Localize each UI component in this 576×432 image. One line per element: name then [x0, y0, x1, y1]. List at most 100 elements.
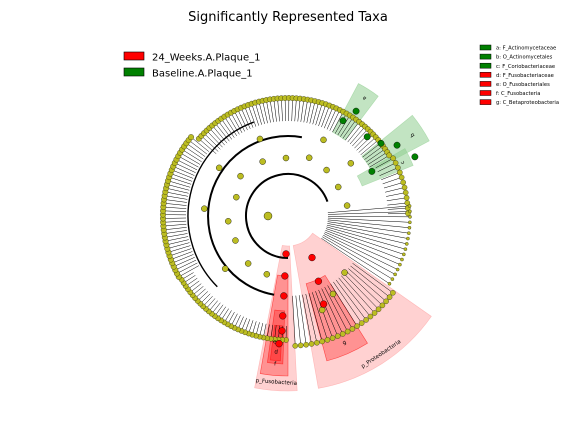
branch: [277, 98, 280, 122]
branch: [350, 265, 390, 298]
branch: [306, 100, 312, 123]
taxa-legend-label-g: g: C_Betaproteobacteria: [496, 100, 559, 106]
legend-swatch-24-weeks: [123, 51, 145, 61]
leaf-node: [292, 343, 299, 349]
clade-label-p-fusobacteria: p_Fusobacteria: [255, 378, 297, 387]
tree-rings: [187, 121, 329, 296]
taxa-legend-label-d: d: F_Fusobacteriaceae: [496, 73, 554, 79]
branch: [203, 132, 221, 150]
branch: [188, 139, 208, 155]
internal-node: [233, 193, 240, 201]
branch: [386, 197, 407, 202]
branch: [309, 101, 316, 124]
branch: [230, 112, 243, 133]
branch: [166, 187, 189, 194]
branch: [358, 136, 376, 153]
branch: [302, 294, 312, 344]
leaf-node: [354, 323, 360, 329]
tree-nodes: [160, 95, 419, 349]
leaf-node: [407, 204, 412, 208]
taxa-legend-swatch-f: [479, 90, 492, 96]
branch: [166, 184, 190, 191]
root-node: [263, 211, 273, 221]
leaf-node: [383, 298, 389, 305]
leaf-node: [314, 339, 320, 346]
internal-node: [335, 183, 342, 191]
leaf-node: [188, 134, 194, 141]
ring-mid: [207, 135, 303, 296]
branch: [352, 128, 369, 147]
leaf-node: [390, 155, 396, 162]
branch: [360, 139, 379, 156]
leaf-node: [395, 164, 401, 171]
branch: [329, 109, 341, 131]
branch: [221, 118, 235, 138]
legend-swatch-baseline: [123, 67, 145, 77]
branch: [251, 103, 260, 126]
clade-label-b: b: [409, 131, 416, 138]
taxa-legend-label-e: e: O_Fusobacteriales: [496, 82, 550, 88]
internal-node: [256, 135, 264, 143]
leaf-node: [398, 174, 405, 181]
branch: [327, 205, 410, 213]
branch: [383, 182, 404, 189]
branch: [262, 100, 268, 124]
leaf-node: [329, 335, 336, 341]
branch: [387, 202, 408, 206]
branch: [209, 127, 225, 146]
shade-p-proteobacteria: [292, 232, 432, 389]
branch: [333, 281, 362, 324]
branch: [300, 99, 305, 122]
branch: [364, 145, 384, 160]
branch: [247, 104, 257, 127]
branch: [377, 162, 396, 172]
branch: [343, 273, 379, 310]
leaf-node: [400, 257, 404, 262]
branch: [326, 108, 337, 130]
branch: [322, 236, 393, 280]
branch: [173, 257, 195, 267]
leaf-node: [398, 262, 402, 267]
internal-node: [314, 277, 323, 285]
taxa-legend-label-c: c: F_Coriobacteriaceae: [496, 64, 555, 70]
leaf-node: [402, 252, 406, 257]
branch: [255, 102, 262, 125]
internal-node: [237, 172, 244, 180]
internal-node: [221, 265, 229, 272]
branch: [240, 107, 251, 129]
branch: [190, 136, 210, 152]
branch: [352, 263, 394, 293]
leaf-node: [363, 317, 369, 323]
internal-node: [232, 237, 239, 244]
clade-label-a: a: [362, 94, 368, 101]
branch: [167, 242, 190, 249]
branch: [163, 220, 187, 223]
legend-label-baseline: Baseline.A.Plaque_1: [152, 69, 253, 80]
branch: [163, 227, 187, 231]
branch: [326, 224, 407, 245]
branch: [323, 106, 334, 129]
leaf-node: [393, 272, 397, 277]
branch: [345, 270, 383, 306]
branch: [184, 146, 204, 160]
branch: [303, 99, 308, 123]
branch: [318, 104, 327, 127]
branch: [338, 277, 371, 317]
branch: [381, 172, 400, 180]
internal-node: [308, 253, 316, 262]
leaf-node: [303, 341, 309, 348]
branch: [295, 295, 301, 346]
internal-node: [281, 272, 289, 280]
internal-node: [278, 327, 286, 335]
branch: [170, 173, 193, 182]
internal-node: [323, 166, 330, 174]
branch: [332, 111, 344, 133]
branch: [362, 142, 381, 158]
internal-node: [319, 300, 328, 308]
branch: [186, 142, 206, 157]
branch: [170, 251, 193, 260]
leaf-node: [386, 294, 393, 300]
branch: [340, 117, 354, 137]
leaf-node: [397, 169, 403, 176]
